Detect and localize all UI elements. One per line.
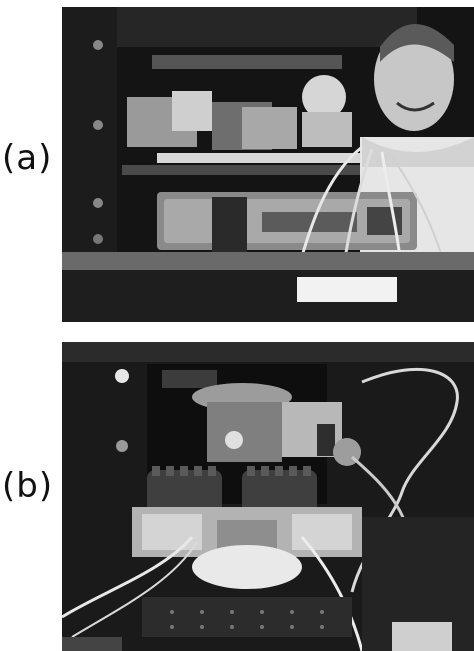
panel-label-a: (a): [2, 138, 53, 178]
photo-b: [62, 342, 474, 651]
panel-label-b: (b): [2, 466, 54, 506]
photo-b-illustration: [62, 342, 474, 651]
photo-a-illustration: [62, 7, 474, 322]
photo-a: [62, 7, 474, 322]
